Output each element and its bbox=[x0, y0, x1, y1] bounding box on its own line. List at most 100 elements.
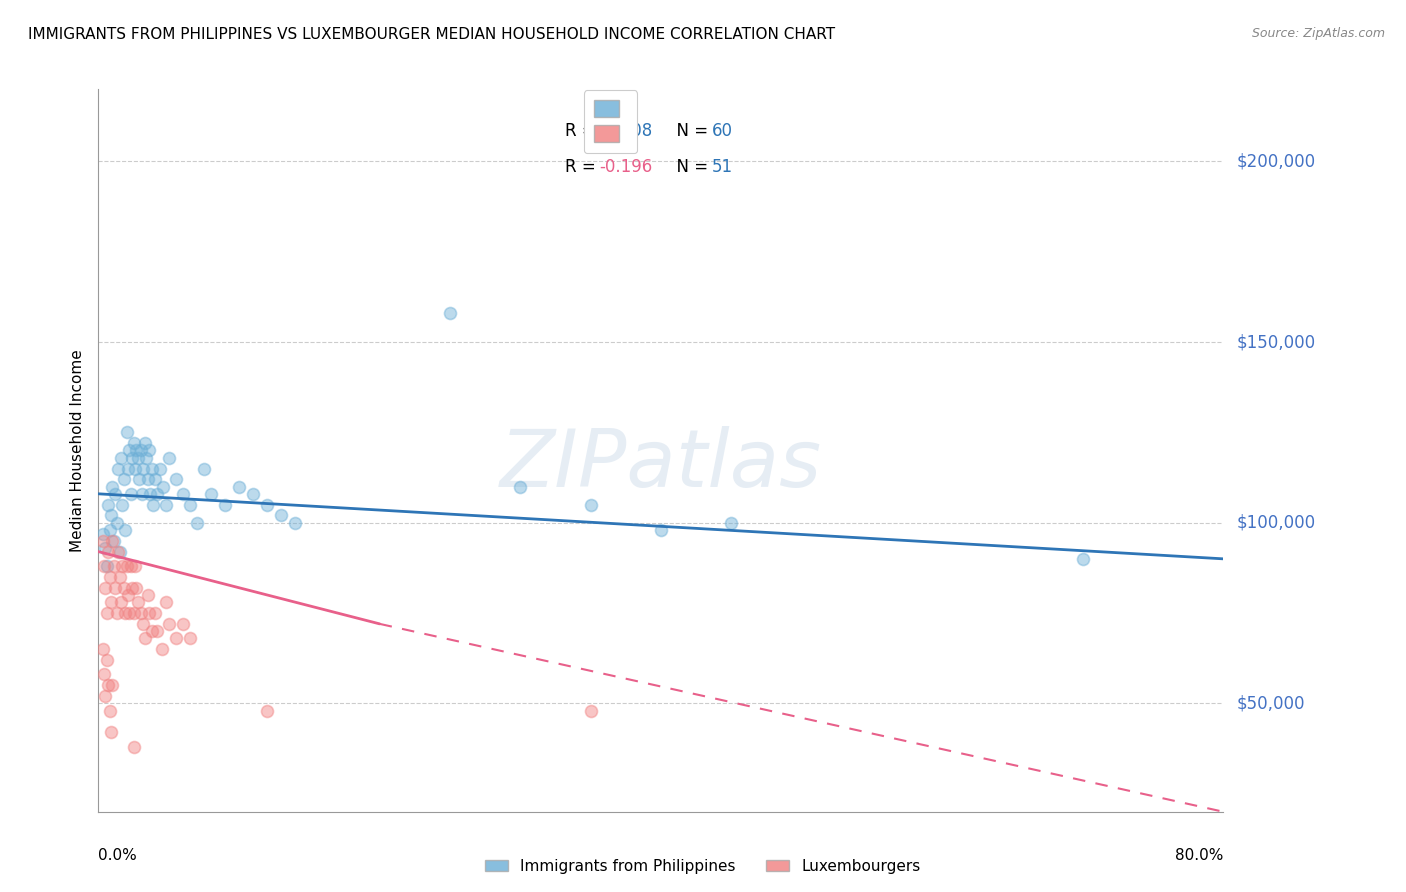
Point bbox=[118, 606, 141, 620]
Legend: Immigrants from Philippines, Luxembourgers: Immigrants from Philippines, Luxembourge… bbox=[479, 853, 927, 880]
Point bbox=[94, 581, 117, 595]
Point bbox=[256, 498, 278, 512]
Point bbox=[179, 632, 201, 646]
Point bbox=[103, 559, 125, 574]
Text: N =: N = bbox=[666, 158, 714, 176]
Point bbox=[112, 472, 135, 486]
Point bbox=[128, 472, 150, 486]
Text: 80.0%: 80.0% bbox=[1175, 847, 1223, 863]
Point bbox=[143, 606, 166, 620]
Point bbox=[104, 487, 127, 501]
Text: 60: 60 bbox=[711, 121, 733, 140]
Point bbox=[650, 523, 672, 537]
Text: 51: 51 bbox=[711, 158, 733, 176]
Text: R =: R = bbox=[565, 121, 602, 140]
Point bbox=[155, 595, 177, 609]
Point bbox=[96, 653, 118, 667]
Point bbox=[122, 436, 145, 450]
Point bbox=[100, 725, 122, 739]
Point bbox=[141, 461, 163, 475]
Point bbox=[509, 480, 531, 494]
Point bbox=[120, 487, 142, 501]
Text: $50,000: $50,000 bbox=[1237, 694, 1306, 713]
Point bbox=[114, 606, 136, 620]
Point bbox=[108, 544, 131, 558]
Point bbox=[131, 487, 153, 501]
Point bbox=[124, 461, 146, 475]
Point bbox=[93, 559, 115, 574]
Point bbox=[107, 544, 129, 558]
Point bbox=[157, 450, 180, 465]
Point bbox=[91, 642, 114, 657]
Point bbox=[138, 443, 160, 458]
Point bbox=[143, 472, 166, 486]
Point bbox=[98, 523, 121, 537]
Text: R =: R = bbox=[565, 158, 602, 176]
Point bbox=[105, 516, 128, 530]
Point bbox=[101, 480, 124, 494]
Point bbox=[138, 606, 160, 620]
Point bbox=[93, 667, 115, 681]
Point bbox=[122, 739, 145, 754]
Point bbox=[165, 472, 187, 486]
Point bbox=[96, 559, 118, 574]
Point bbox=[120, 559, 142, 574]
Point bbox=[146, 487, 169, 501]
Point bbox=[110, 450, 132, 465]
Text: -0.108: -0.108 bbox=[599, 121, 652, 140]
Point bbox=[124, 559, 146, 574]
Point bbox=[439, 306, 461, 320]
Point bbox=[97, 544, 120, 558]
Point bbox=[121, 450, 143, 465]
Text: N =: N = bbox=[666, 121, 714, 140]
Point bbox=[129, 443, 152, 458]
Point bbox=[1071, 551, 1094, 566]
Point bbox=[103, 533, 125, 548]
Point bbox=[172, 487, 194, 501]
Point bbox=[117, 461, 139, 475]
Point bbox=[228, 480, 250, 494]
Point bbox=[155, 498, 177, 512]
Point bbox=[172, 616, 194, 631]
Point bbox=[165, 632, 187, 646]
Point bbox=[150, 642, 173, 657]
Text: 0.0%: 0.0% bbox=[98, 847, 138, 863]
Point bbox=[105, 606, 128, 620]
Point bbox=[152, 480, 174, 494]
Point bbox=[134, 632, 156, 646]
Text: Source: ZipAtlas.com: Source: ZipAtlas.com bbox=[1251, 27, 1385, 40]
Point bbox=[135, 450, 157, 465]
Point bbox=[115, 559, 138, 574]
Text: $200,000: $200,000 bbox=[1237, 153, 1316, 170]
Text: -0.196: -0.196 bbox=[599, 158, 652, 176]
Point bbox=[97, 678, 120, 692]
Point bbox=[579, 704, 602, 718]
Point bbox=[110, 595, 132, 609]
Point bbox=[142, 498, 165, 512]
Point bbox=[136, 472, 159, 486]
Point bbox=[91, 533, 114, 548]
Point bbox=[101, 678, 124, 692]
Point bbox=[111, 559, 134, 574]
Point bbox=[104, 581, 127, 595]
Point bbox=[121, 581, 143, 595]
Point bbox=[214, 498, 236, 512]
Point bbox=[114, 523, 136, 537]
Point bbox=[122, 606, 145, 620]
Point bbox=[284, 516, 307, 530]
Point bbox=[129, 606, 152, 620]
Point bbox=[112, 581, 135, 595]
Point bbox=[96, 606, 118, 620]
Y-axis label: Median Household Income: Median Household Income bbox=[69, 349, 84, 552]
Point bbox=[132, 461, 155, 475]
Point bbox=[149, 461, 172, 475]
Point bbox=[117, 588, 139, 602]
Point bbox=[127, 595, 149, 609]
Point bbox=[270, 508, 292, 523]
Point bbox=[242, 487, 264, 501]
Point bbox=[108, 570, 131, 584]
Point bbox=[579, 498, 602, 512]
Text: ZIPatlas: ZIPatlas bbox=[499, 425, 823, 504]
Point bbox=[115, 425, 138, 440]
Legend: , : , bbox=[583, 90, 637, 153]
